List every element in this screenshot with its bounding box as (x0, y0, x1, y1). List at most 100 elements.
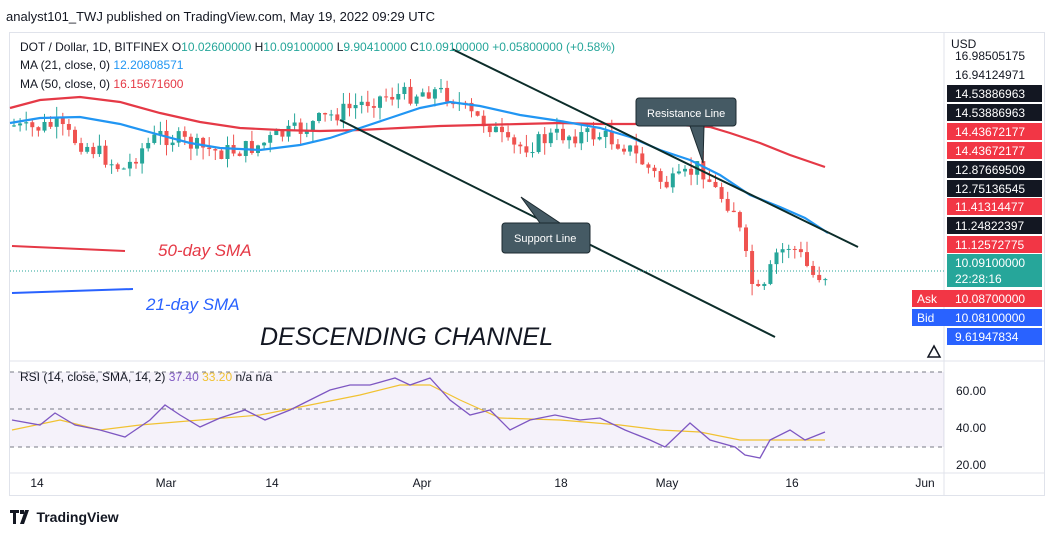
price-label-3: 14.53886963 (955, 106, 1025, 120)
candle-body (762, 283, 767, 287)
candle-body (396, 93, 401, 100)
high-label: H (254, 40, 264, 54)
candle-body (506, 132, 511, 138)
candle-body (353, 105, 358, 109)
candle-body (780, 249, 785, 253)
time-axis-tick-1: Mar (156, 476, 177, 490)
open-value: 10.02600000 (181, 40, 252, 54)
footer-brand[interactable]: TradingView (10, 508, 119, 528)
price-label-10: 11.12572775 (955, 238, 1025, 252)
price-label-bg-6 (947, 161, 1042, 178)
candle-body (408, 86, 413, 104)
candle-body (402, 86, 407, 94)
rsi-line (11, 377, 826, 459)
candle-body (347, 103, 352, 109)
price-label-bg-12 (947, 270, 1042, 287)
resistance-callout-box (635, 97, 737, 127)
candle-body (384, 96, 389, 98)
candle-body (676, 171, 681, 174)
price-label-prefix-14: Bid (917, 311, 934, 325)
candle-body (36, 127, 41, 131)
ma21-legend: MA (21, close, 0) 12.20808571 (20, 58, 183, 72)
publish-header: analyst101_TWJ published on TradingView.… (0, 0, 1052, 32)
candle-body (640, 153, 645, 165)
price-label-5: 14.43672177 (955, 144, 1025, 158)
candle-body (109, 164, 114, 166)
sma50-annotation: 50-day SMA (158, 241, 252, 260)
ma21-line (9, 100, 829, 234)
candle-body (713, 181, 718, 188)
price-label-4: 14.43672177 (955, 125, 1025, 139)
candle-body (634, 145, 639, 154)
candle-body (237, 153, 242, 156)
ma50-value: 16.15671600 (113, 77, 184, 91)
candle-body (182, 131, 187, 137)
candle-body (652, 167, 657, 172)
candle-body (707, 179, 712, 182)
low-value: 9.90410000 (343, 40, 407, 54)
candle-body (597, 136, 602, 140)
candle-body (744, 227, 748, 252)
time-axis-tick-0: 14 (30, 476, 44, 490)
candle-body (561, 128, 565, 141)
candle-body (24, 122, 29, 124)
candle-body (548, 132, 553, 144)
candle-body (573, 136, 578, 144)
low-label: L (336, 40, 344, 54)
sma21-legend-line (11, 288, 134, 294)
candle-body (683, 168, 687, 172)
candle-body (737, 212, 742, 228)
candle-body (91, 146, 96, 155)
candle-body (658, 171, 663, 182)
price-label-13: 10.08700000 (955, 292, 1025, 306)
candle-body (805, 252, 809, 266)
candle-body (414, 96, 419, 104)
candle-body (445, 87, 450, 102)
ma21-label: MA (21, close, 0) (20, 58, 111, 72)
price-label-bg-4 (947, 123, 1042, 140)
rsi-axis-tick-0: 60.00 (956, 384, 986, 398)
price-label-bg-5 (947, 142, 1042, 159)
candle-body (249, 141, 254, 153)
sma21-annotation: 21-day SMA (145, 295, 240, 314)
price-label-0: 16.98505175 (955, 49, 1025, 63)
candle-body (670, 173, 675, 188)
candle-body (536, 134, 541, 153)
rsi-axis-tick-2: 20.00 (956, 458, 986, 472)
footer-brand-label: TradingView (36, 508, 119, 525)
candle-body (426, 92, 431, 99)
candle-body (603, 130, 608, 137)
time-axis-tick-4: 18 (554, 476, 568, 490)
candle-body (146, 142, 151, 149)
candle-body (768, 264, 773, 284)
candle-body (475, 111, 480, 116)
candle-body (268, 135, 273, 143)
candle-body (622, 148, 626, 152)
rsi-legend: RSI (14, close, SMA, 14, 2) 37.40 33.20 … (20, 370, 272, 384)
candle-body (500, 126, 504, 133)
candle-body (207, 147, 212, 150)
price-label-9: 11.24822397 (955, 219, 1025, 233)
symbol-name: DOT / Dollar, 1D, BITFINEX (20, 40, 169, 54)
candle-body (432, 89, 437, 99)
candle-body (390, 96, 395, 100)
candle-body (329, 114, 334, 116)
high-value: 10.09100000 (263, 40, 334, 54)
ma50-legend: MA (50, close, 0) 16.15671600 (20, 77, 183, 91)
candle-body (689, 168, 694, 175)
candle-body (79, 143, 84, 152)
support-callout-pointer (520, 196, 562, 224)
price-label-11: 10.09100000 (955, 256, 1025, 270)
rsi-label: RSI (14, close, SMA, 14, 2) (20, 370, 166, 384)
time-axis-tick-3: Apr (413, 476, 432, 490)
price-label-bg-7 (947, 180, 1042, 197)
price-label-14: 10.08100000 (955, 311, 1025, 325)
candle-body (298, 122, 303, 134)
close-value: 10.09100000 (418, 40, 489, 54)
ma50-label: MA (50, close, 0) (20, 77, 111, 91)
candle-body (378, 96, 382, 108)
candle-body (341, 103, 346, 121)
candle-body (530, 152, 535, 154)
candle-body (725, 198, 730, 211)
